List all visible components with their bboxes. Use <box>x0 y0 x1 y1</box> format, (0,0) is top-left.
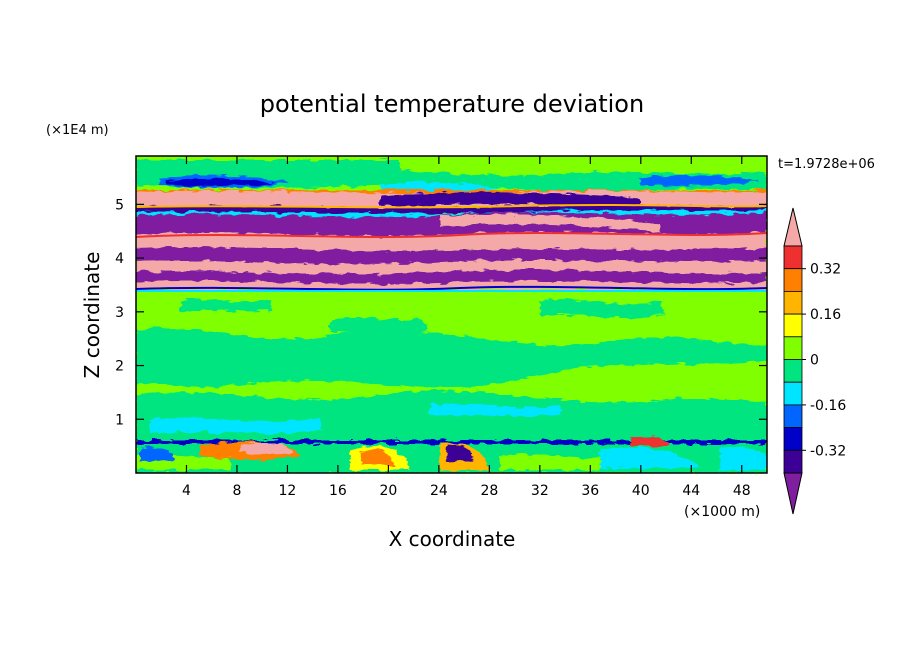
y-tick-label: 5 <box>115 197 124 213</box>
middle-noise <box>136 298 767 440</box>
colorbar-swatch <box>783 313 803 338</box>
y-tick-label: 4 <box>115 251 124 267</box>
y-tick-label: 3 <box>115 305 124 321</box>
colorbar-tick-label: -0.16 <box>810 398 846 414</box>
colorbar-swatch <box>783 404 803 428</box>
colorbar-top-arrow <box>783 207 803 247</box>
band-edges <box>136 204 767 292</box>
x-axis: 4 8 12 16 20 24 28 32 36 40 44 48 <box>182 156 751 499</box>
boundary-layer <box>136 436 767 473</box>
x-tick-label: 44 <box>682 483 700 499</box>
x-tick-label: 40 <box>632 483 650 499</box>
plot-area <box>136 156 767 473</box>
time-label: t=1.9728e+06 <box>778 157 875 172</box>
x-axis-label: X coordinate <box>389 527 516 551</box>
y-axis-label: Z coordinate <box>80 252 104 379</box>
x-tick-label: 36 <box>581 483 599 499</box>
colorbar-tick-label: 0 <box>810 353 819 369</box>
colorbar-tick-label: 0.16 <box>810 307 841 323</box>
y-tick-label: 2 <box>115 359 124 375</box>
x-tick-label: 32 <box>531 483 549 499</box>
colorbar-tick-label: -0.32 <box>810 443 846 459</box>
colorbar-swatch <box>783 449 803 474</box>
x-axis-unit: (×1000 m) <box>684 504 760 520</box>
x-tick-label: 16 <box>329 483 347 499</box>
x-tick-label: 4 <box>182 483 191 499</box>
y-axis-unit: (×1E4 m) <box>46 123 109 138</box>
x-tick-label: 28 <box>480 483 498 499</box>
colorbar-swatch <box>783 427 803 451</box>
colorbar-swatch <box>783 268 803 292</box>
y-axis: 1 2 3 4 5 <box>115 197 767 428</box>
chart-title: potential temperature deviation <box>260 90 644 118</box>
colorbar-bottom-arrow <box>783 472 803 515</box>
colorbar-swatch <box>783 290 803 315</box>
colorbar: 0.32 0.16 0 -0.16 -0.32 <box>783 207 846 515</box>
field-layer <box>136 160 767 473</box>
x-tick-label: 48 <box>733 483 751 499</box>
plot-frame <box>135 155 768 474</box>
colorbar-swatch <box>783 359 803 383</box>
colorbar-swatch <box>783 381 803 406</box>
x-tick-label: 20 <box>379 483 397 499</box>
y-tick-label: 1 <box>115 412 124 428</box>
x-tick-label: 12 <box>279 483 297 499</box>
colorbar-tick-label: 0.32 <box>810 262 841 278</box>
colorbar-swatch <box>783 336 803 360</box>
x-tick-label: 8 <box>232 483 241 499</box>
x-tick-label: 24 <box>430 483 448 499</box>
colorbar-swatch <box>783 245 803 270</box>
layer-bands <box>136 190 767 290</box>
